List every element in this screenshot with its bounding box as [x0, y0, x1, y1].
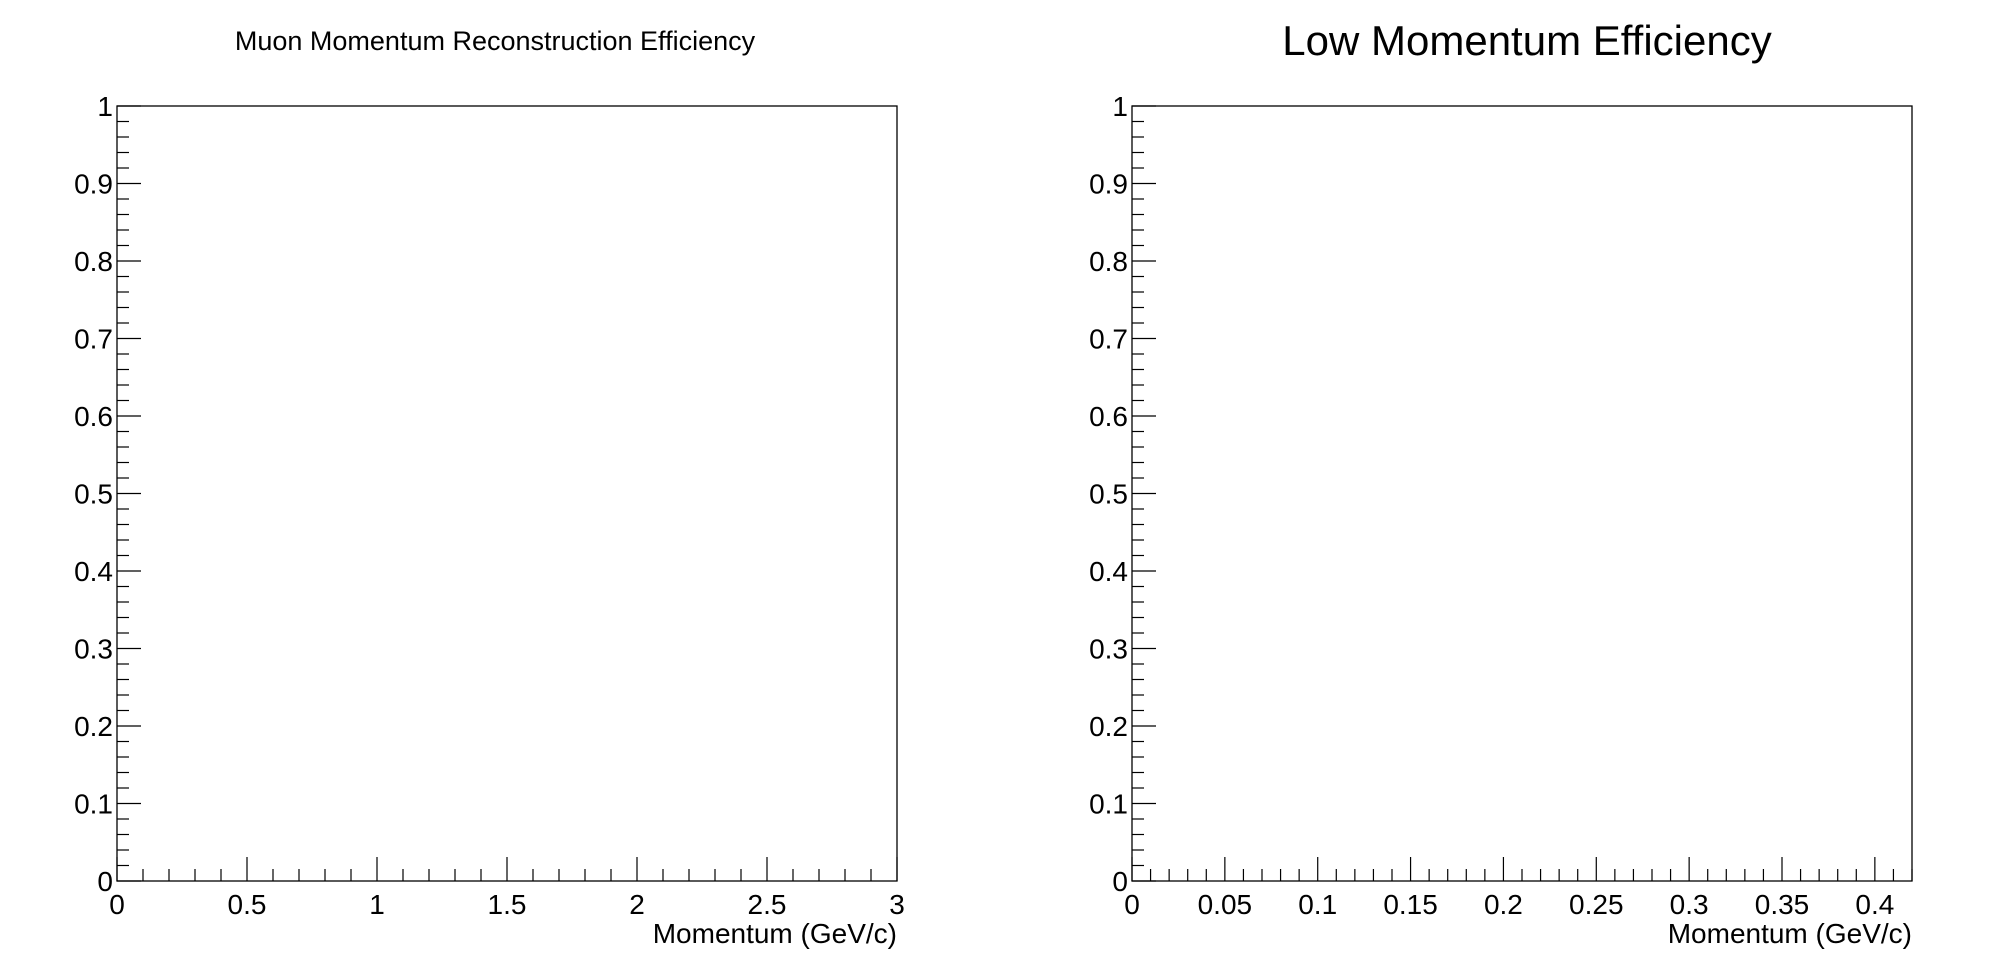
- y-tick-label: 0: [97, 866, 113, 897]
- x-tick-label: 0: [109, 889, 125, 920]
- x-tick-label: 1: [369, 889, 385, 920]
- x-tick-label: 0.05: [1198, 889, 1253, 920]
- panel-low-momentum-efficiency: Low Momentum Efficiency 0 0.1 0.2 0.3 0.4 0.5…: [1089, 17, 1913, 949]
- x-tick-label: 0: [1124, 889, 1140, 920]
- x-tick-label: 0.15: [1383, 889, 1438, 920]
- x-axis: 0 0.05 0.1 0.15 0.2 0.25 0.3 0.35 0.4: [1124, 857, 1913, 920]
- x-tick-label: 0.2: [1484, 889, 1523, 920]
- y-tick-label: 0.1: [1089, 789, 1128, 820]
- x-tick-label: 0.25: [1569, 889, 1624, 920]
- y-tick-label: 0.5: [1089, 479, 1128, 510]
- x-axis-label: Momentum (GeV/c): [653, 918, 897, 949]
- y-axis: 0 0.1 0.2 0.3 0.4 0.5 0.6 0.7 0.8 0.9 1: [74, 91, 141, 897]
- x-tick-label: 3: [889, 889, 905, 920]
- y-tick-label: 0.9: [1089, 169, 1128, 200]
- x-tick-label: 0.35: [1755, 889, 1810, 920]
- y-tick-label: 0.7: [1089, 324, 1128, 355]
- y-tick-label: 0.1: [74, 789, 113, 820]
- y-tick-label: 0.4: [74, 556, 113, 587]
- x-tick-label: 0.4: [1855, 889, 1894, 920]
- y-tick-label: 0.3: [1089, 634, 1128, 665]
- y-tick-label: 0.8: [1089, 246, 1128, 277]
- y-tick-label: 0.4: [1089, 556, 1128, 587]
- y-axis: 0 0.1 0.2 0.3 0.4 0.5 0.6 0.7 0.8 0.9 1: [1089, 91, 1156, 897]
- x-tick-label: 0.1: [1298, 889, 1337, 920]
- y-tick-label: 1: [1112, 91, 1128, 122]
- y-tick-label: 0.6: [74, 401, 113, 432]
- chart-title: Muon Momentum Reconstruction Efficiency: [235, 26, 756, 56]
- y-tick-label: 0: [1112, 866, 1128, 897]
- y-tick-label: 0.5: [74, 479, 113, 510]
- y-tick-label: 0.2: [1089, 711, 1128, 742]
- y-tick-label: 0.2: [74, 711, 113, 742]
- y-tick-label: 1: [97, 91, 113, 122]
- x-tick-label: 2: [629, 889, 645, 920]
- x-tick-label: 1.5: [488, 889, 527, 920]
- x-tick-label: 0.3: [1670, 889, 1709, 920]
- x-tick-label: 2.5: [748, 889, 787, 920]
- x-axis: 0 0.5 1 1.5 2 2.5 3: [109, 857, 905, 920]
- x-axis-label: Momentum (GeV/c): [1668, 918, 1912, 949]
- y-tick-label: 0.6: [1089, 401, 1128, 432]
- y-tick-label: 0.8: [74, 246, 113, 277]
- y-tick-label: 0.9: [74, 169, 113, 200]
- panel-momentum-efficiency: Muon Momentum Reconstruction Efficiency …: [74, 26, 905, 949]
- chart-title: Low Momentum Efficiency: [1282, 17, 1771, 64]
- y-tick-label: 0.7: [74, 324, 113, 355]
- y-tick-label: 0.3: [74, 634, 113, 665]
- x-tick-label: 0.5: [228, 889, 267, 920]
